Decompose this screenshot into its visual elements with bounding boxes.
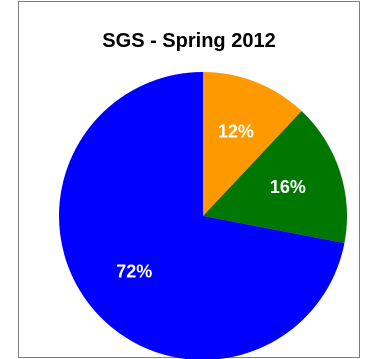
slice-label-2: 72% [116,262,152,282]
pie-slice-0 [203,72,302,216]
chart-title: SGS - Spring 2012 [102,30,276,52]
slice-label-0: 12% [218,122,254,142]
slice-label-1: 16% [270,177,306,197]
pie-slices [59,72,347,359]
pie-slice-1 [203,111,347,243]
pie-labels: 12% 16% 72% [116,122,306,282]
pie-slice-2 [59,72,345,359]
